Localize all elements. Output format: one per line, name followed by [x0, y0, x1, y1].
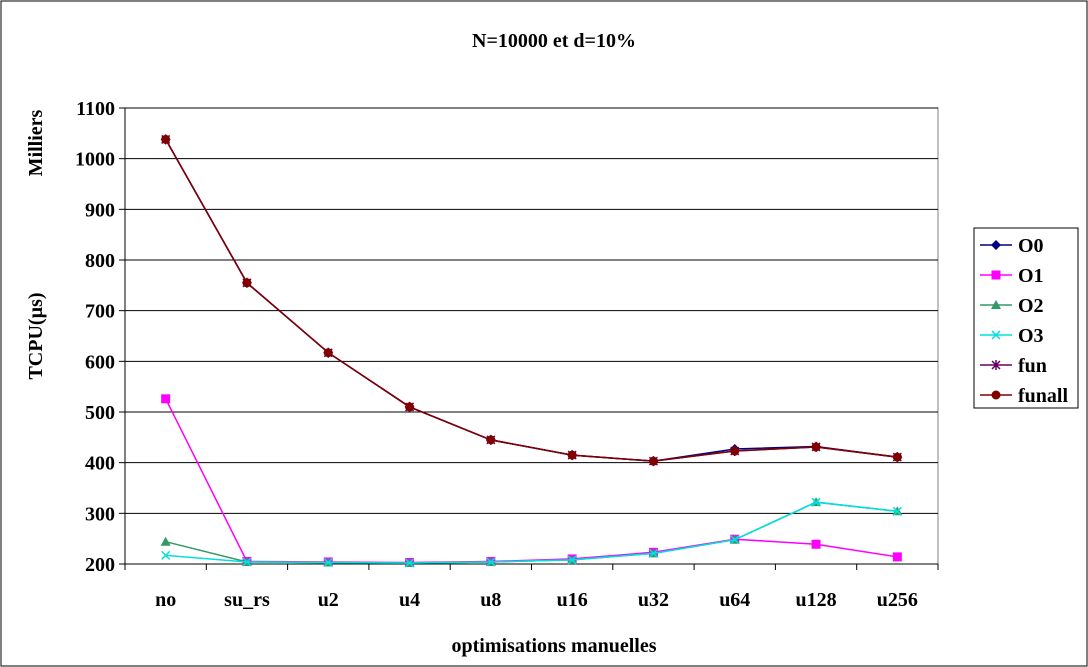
y-tick-label: 300: [85, 503, 115, 525]
data-point: [242, 557, 252, 567]
legend-entry: O3: [980, 325, 1044, 347]
y-axis-label: TCPU(µs): [25, 292, 47, 379]
legend-entry: O0: [980, 235, 1044, 257]
data-point: [405, 402, 415, 412]
data-point: [323, 557, 333, 568]
legend: O0 O1 O2 O3 fun funall: [980, 235, 1068, 407]
y-tick-label: 800: [85, 250, 115, 272]
legend-label: O0: [1018, 235, 1044, 257]
x-tick-label: u4: [399, 589, 420, 611]
series-O3: [161, 497, 902, 568]
data-point: [648, 456, 658, 466]
y-tick-label: 900: [85, 199, 115, 221]
y-tick-label: 400: [85, 453, 115, 475]
data-point: [161, 550, 171, 560]
legend-label: O1: [1018, 265, 1044, 287]
legend-marker: [991, 240, 1001, 250]
series-line: [165, 501, 898, 564]
gridlines: [125, 107, 938, 514]
series-line: [165, 139, 898, 462]
y-tick-label: 200: [85, 554, 115, 576]
data-point: [811, 442, 821, 452]
legend-entry: fun: [980, 355, 1047, 377]
data-point: [405, 558, 415, 568]
data-point: [161, 394, 171, 404]
y-tick-label: 600: [85, 351, 115, 373]
y-axis: 200 300 400 500 600 700 800 900 1000 1100: [75, 98, 126, 576]
legend-label: O2: [1018, 295, 1044, 317]
y-tick-label: 1000: [75, 149, 115, 171]
x-tick-label: u256: [877, 589, 918, 611]
legend-marker: [991, 330, 1001, 340]
y-tick-label: 500: [85, 402, 115, 424]
data-point: [811, 497, 821, 507]
legend-label: O3: [1018, 325, 1044, 347]
legend-marker: [991, 390, 1001, 400]
plot-area: [124, 107, 939, 565]
x-tick-label: u8: [480, 589, 501, 611]
legend-entry: funall: [980, 385, 1068, 407]
y-unit-label: Milliers: [25, 109, 47, 176]
x-axis: no su_rs u2 u4 u8 u16 u32 u64 u128 u256: [124, 563, 939, 611]
data-point: [730, 446, 740, 456]
series-funall: [161, 134, 902, 466]
x-tick-label: u32: [638, 589, 669, 611]
legend-marker: [991, 300, 1001, 309]
data-point: [892, 452, 902, 462]
data-point: [811, 539, 821, 549]
data-point: [161, 134, 171, 144]
data-point: [567, 555, 577, 565]
legend-label: funall: [1018, 385, 1068, 407]
x-axis-label: optimisations manuelles: [451, 635, 656, 657]
legend-entry: O2: [980, 295, 1044, 317]
legend-label: fun: [1018, 355, 1047, 377]
data-point: [160, 536, 171, 546]
legend-marker: [991, 360, 1001, 370]
chart-title: N=10000 et d=10%: [472, 30, 636, 52]
legend-box: [973, 227, 1079, 409]
data-point: [486, 435, 496, 445]
data-point: [567, 450, 577, 460]
x-tick-label: u16: [557, 589, 588, 611]
data-point: [892, 552, 902, 562]
data-point: [730, 535, 740, 545]
legend-entry: O1: [980, 265, 1044, 287]
data-point: [323, 348, 333, 358]
x-tick-label: no: [155, 589, 176, 611]
legend-marker: [991, 270, 1001, 280]
data-point: [242, 278, 252, 288]
y-tick-label: 1100: [76, 98, 115, 120]
x-tick-label: u64: [719, 589, 750, 611]
series-layer: [160, 134, 903, 568]
x-tick-label: u2: [318, 589, 339, 611]
data-point: [892, 506, 902, 516]
y-tick-label: 700: [85, 301, 115, 323]
data-point: [648, 548, 658, 558]
data-point: [486, 557, 496, 567]
x-tick-label: u128: [795, 589, 836, 611]
x-tick-label: su_rs: [224, 589, 270, 611]
